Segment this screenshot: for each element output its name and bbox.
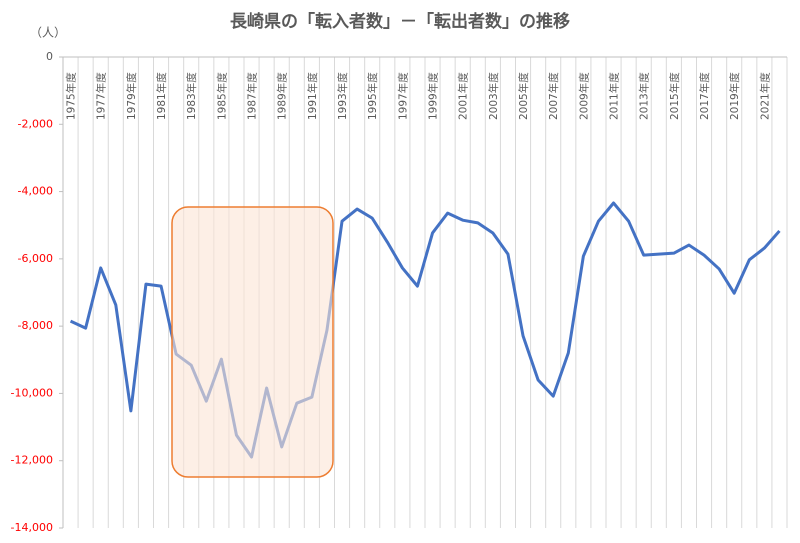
x-tick-label: 1999年度 (427, 72, 440, 120)
x-tick-label: 1993年度 (336, 72, 349, 120)
x-tick-label: 2013年度 (638, 72, 651, 120)
x-tick-label: 2011年度 (608, 72, 621, 120)
x-tick-label: 2021年度 (758, 72, 771, 120)
grid (59, 56, 788, 529)
x-tick-label: 1985年度 (215, 72, 228, 120)
x-tick-label: 2019年度 (728, 72, 741, 120)
x-tick-label: 1977年度 (95, 72, 108, 120)
x-tick-label: 2007年度 (547, 72, 560, 120)
x-tick-label: 1997年度 (396, 72, 409, 120)
x-tick-label: 1995年度 (366, 72, 379, 120)
y-tick-label: -4,000 (18, 185, 53, 198)
chart-title: 長崎県の「転入者数」－「転出者数」の推移 (230, 11, 570, 32)
y-tick-label: -12,000 (11, 454, 53, 467)
x-tick-label: 2015年度 (668, 72, 681, 120)
x-tick-label: 2009年度 (577, 72, 590, 120)
y-tick-label: -14,000 (11, 521, 53, 534)
x-tick-label: 1975年度 (65, 72, 78, 120)
x-tick-label: 1983年度 (185, 72, 198, 120)
highlight-box (171, 206, 334, 478)
x-tick-label: 2005年度 (517, 72, 530, 120)
y-tick-label: -2,000 (18, 117, 53, 130)
x-tick-label: 1989年度 (276, 72, 289, 120)
x-tick-label: 2001年度 (457, 72, 470, 120)
x-tick-label: 1987年度 (246, 72, 259, 120)
y-tick-label: -8,000 (18, 319, 53, 332)
y-tick-label: 0 (46, 50, 53, 63)
y-axis-unit: （人） (30, 26, 66, 40)
y-tick-label: -6,000 (18, 252, 53, 265)
x-tick-label: 1991年度 (306, 72, 319, 120)
y-tick-label: -10,000 (11, 386, 53, 399)
x-tick-label: 2003年度 (487, 72, 500, 120)
x-tick-label: 1981年度 (155, 72, 168, 120)
x-tick-label: 1979年度 (125, 72, 138, 120)
x-tick-label: 2017年度 (698, 72, 711, 120)
